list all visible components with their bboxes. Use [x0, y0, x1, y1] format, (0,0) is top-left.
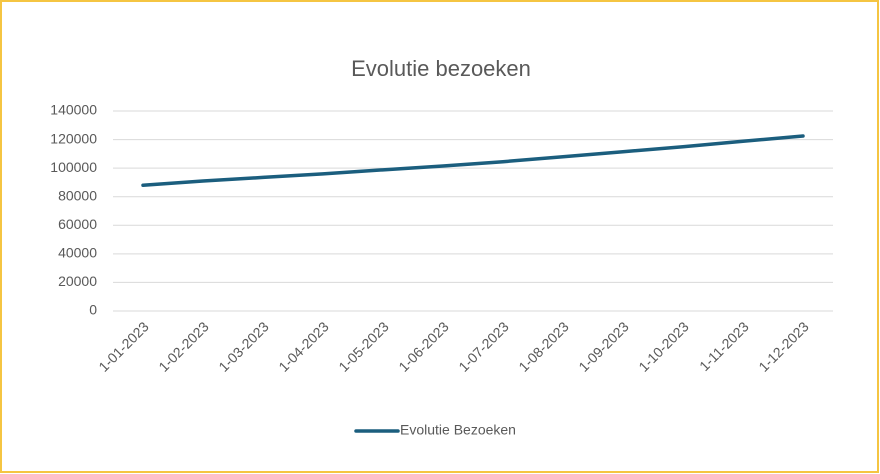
y-tick-label: 60000: [58, 216, 97, 232]
y-tick-label: 140000: [50, 102, 97, 118]
y-tick-label: 40000: [58, 245, 97, 261]
y-tick-label: 80000: [58, 187, 97, 203]
y-tick-label: 0: [89, 302, 97, 318]
y-tick-label: 100000: [50, 159, 97, 175]
y-tick-label: 120000: [50, 130, 97, 146]
line: [141, 134, 805, 188]
chart-title: Evolutie bezoeken: [351, 56, 531, 81]
legend-label: Evolutie Bezoeken: [400, 422, 516, 438]
y-tick-label: 20000: [58, 273, 97, 289]
